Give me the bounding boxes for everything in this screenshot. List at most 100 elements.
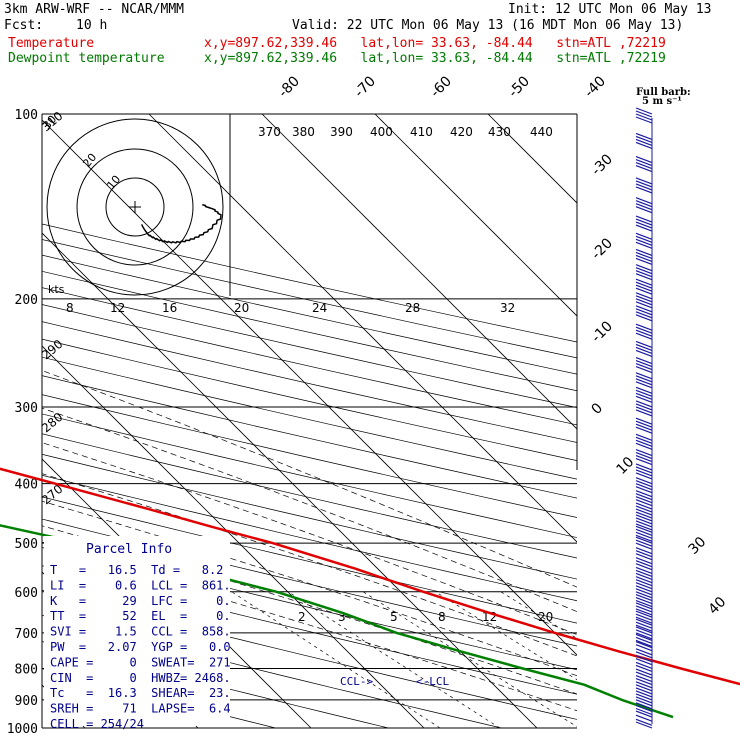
- barb-flag: [635, 557, 653, 565]
- barb-flag: [635, 340, 653, 349]
- barb-flag: [635, 710, 653, 718]
- barb-flag: [635, 221, 653, 229]
- wind-barb: [635, 433, 653, 450]
- barb-flag: [635, 490, 653, 498]
- barb-flag: [635, 141, 653, 149]
- temperature-location: x,y=897.62,339.46 lat,lon= 33.63, -84.44…: [204, 36, 666, 51]
- wind-barb: [635, 386, 653, 403]
- barb-flag: [635, 458, 653, 466]
- dry-adiabat-320: [42, 496, 577, 624]
- barb-flag: [635, 378, 653, 386]
- isotherm-label: 40: [706, 594, 730, 618]
- theta-left-label: 280: [39, 410, 66, 435]
- mixing-ratio-label: 5: [390, 610, 398, 624]
- dry-adiabat-330: [42, 474, 577, 602]
- barb-flag: [635, 618, 653, 626]
- barb-flag: [635, 372, 653, 380]
- barb-flag: [635, 177, 653, 185]
- barb-flag: [635, 232, 653, 240]
- barb-flag: [635, 200, 653, 208]
- wind-barb: [635, 718, 653, 726]
- pressure-label-200: 200: [15, 293, 38, 308]
- wind-barb: [635, 292, 653, 309]
- parcel-info-row: SVI = 1.5 CCL = 858.: [50, 625, 231, 639]
- wind-barb: [635, 710, 653, 718]
- barb-flag: [635, 636, 653, 644]
- pressure-label-600: 600: [15, 586, 38, 601]
- lcl-marker: <-LCL: [416, 675, 449, 688]
- wind-barb: [635, 323, 653, 340]
- isotherm-label: -70: [352, 73, 379, 100]
- isotherm-label: -50: [506, 73, 533, 100]
- isotherm-20: [148, 114, 577, 543]
- wind-barb: [635, 618, 653, 632]
- barb-flag: [635, 523, 653, 531]
- legend-dewpoint: Dewpoint temperature: [8, 51, 165, 66]
- dry-adiabat-340: [42, 453, 577, 580]
- wind-barb: [635, 490, 653, 507]
- barb-flag: [635, 311, 653, 319]
- barb-flag: [635, 542, 653, 550]
- barb-flag: [635, 486, 653, 494]
- barb-legend-line2: 5 m s⁻¹: [642, 96, 682, 107]
- wind-barb: [635, 463, 653, 480]
- hodograph-ring-30: [46, 118, 224, 296]
- wind-barb: [635, 576, 653, 590]
- wind-barb: [635, 668, 653, 679]
- barb-flag: [635, 517, 653, 525]
- theta-label: 400: [370, 125, 393, 139]
- barb-flag: [635, 254, 653, 263]
- barb-flag: [635, 278, 653, 286]
- wind-barb: [635, 477, 653, 494]
- barb-flag: [635, 113, 653, 121]
- barb-flag: [635, 251, 653, 260]
- barb-flag: [635, 346, 653, 355]
- parcel-info-row: PW = 2.07 YGP = 0.0: [50, 640, 231, 654]
- barb-flag: [635, 442, 653, 450]
- barb-flag: [635, 624, 653, 632]
- wind-barb: [635, 626, 653, 640]
- temperature-profile: [0, 467, 740, 686]
- barb-flag: [635, 693, 653, 701]
- parcel-info-row: K = 29 LFC = 0.: [50, 594, 231, 608]
- barb-flag: [635, 602, 653, 610]
- barb-flag: [635, 536, 653, 544]
- isotherm-label: -40: [582, 73, 609, 100]
- mixing-ratio-label: 20: [538, 610, 553, 624]
- dewpoint-location: x,y=897.62,339.46 lat,lon= 33.63, -84.44…: [204, 51, 666, 66]
- wind-barb: [635, 305, 653, 322]
- barb-flag: [635, 610, 653, 618]
- barb-flag: [635, 572, 653, 580]
- barb-flag: [635, 183, 653, 191]
- parcel-info-row: CELL = 254/24: [50, 717, 144, 731]
- hodograph-ring-label: 10: [104, 173, 123, 192]
- barb-flag: [635, 480, 653, 488]
- wind-barb: [635, 417, 653, 434]
- barb-flag: [635, 593, 653, 602]
- barb-flag: [635, 677, 653, 686]
- barb-flag: [635, 406, 653, 414]
- barb-flag: [635, 392, 653, 400]
- barb-flag: [635, 224, 653, 232]
- pressure-label-900: 900: [15, 694, 38, 709]
- barb-flag: [635, 714, 653, 722]
- wind-barb: [635, 566, 653, 580]
- wind-barb: [635, 357, 653, 374]
- wind-barb: [635, 449, 653, 466]
- barb-flag: [635, 702, 653, 710]
- barb-flag: [635, 238, 653, 246]
- pressure-label-500: 500: [15, 537, 38, 552]
- barb-flag: [635, 671, 653, 679]
- parcel-info-row: CIN = 0 HWBZ= 2468.: [50, 671, 231, 685]
- diagram-grid: [41, 113, 578, 729]
- wind-barb: [635, 248, 653, 266]
- parcel-info-title: Parcel Info: [86, 542, 172, 557]
- barb-flag: [635, 463, 653, 471]
- ccl-marker: CCL->: [340, 675, 373, 688]
- barb-flag: [635, 420, 653, 428]
- barb-flag: [635, 477, 653, 485]
- barb-flag: [635, 332, 653, 340]
- barb-flag: [635, 721, 653, 729]
- barb-flag: [635, 582, 653, 590]
- barb-flag: [635, 707, 653, 716]
